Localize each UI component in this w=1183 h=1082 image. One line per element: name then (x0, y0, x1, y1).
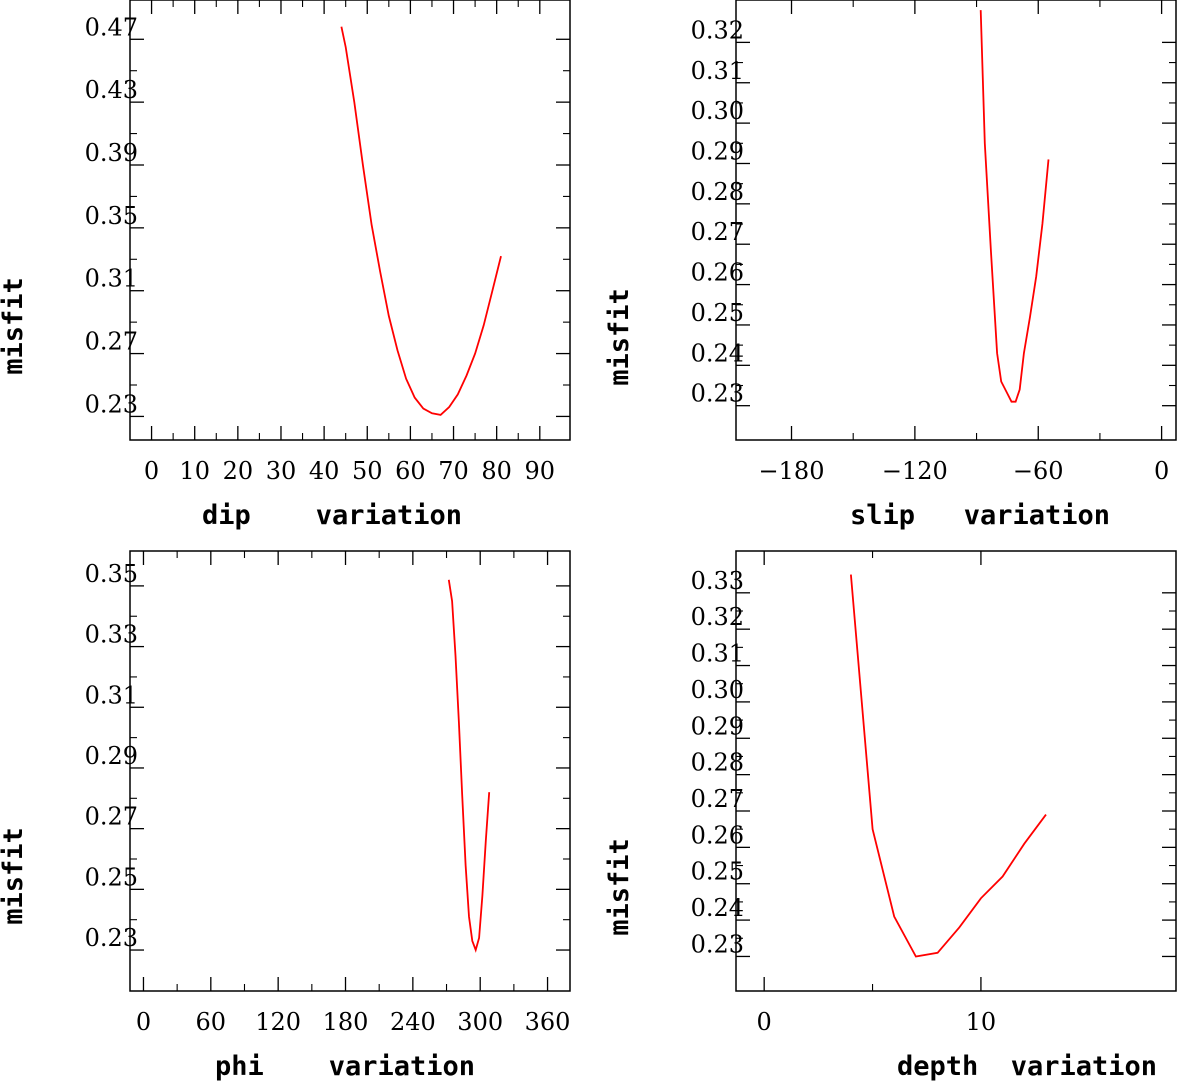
plot-frame (129, 550, 571, 992)
y-axis-title: misfit (0, 277, 29, 375)
plot-frame (735, 550, 1177, 992)
x-tick-label: 40 (309, 457, 340, 485)
y-tick-label: 0.33 (691, 567, 744, 595)
y-tick-label: 0.31 (85, 265, 138, 293)
y-tick-label: 0.32 (691, 16, 744, 44)
x-tick-label: 300 (457, 1008, 503, 1036)
x-tick-label: 180 (323, 1008, 369, 1036)
y-tick-label: 0.29 (691, 712, 744, 740)
y-tick-label: 0.27 (85, 803, 138, 831)
y-tick-label: 0.35 (85, 202, 138, 230)
x-axis-title: depth variation (897, 1051, 1157, 1082)
misfit-curve (979, 10, 1050, 403)
x-tick-label: 50 (352, 457, 383, 485)
dip-variation-panel: 0 10 20 30 40 50 60 70 80 90 0.23 0.27 0.31 0.35 0.39… (0, 0, 571, 531)
x-tick-label: 120 (255, 1008, 301, 1036)
x-tick-labels: 0 10 (757, 1008, 997, 1036)
y-tick-labels: 0.23 0.25 0.27 0.29 0.31 0.33 0.35 (85, 560, 138, 952)
plot-frame (735, 0, 1177, 441)
y-tick-label: 0.23 (85, 924, 138, 952)
x-axis-title: dip variation (202, 500, 462, 531)
y-tick-label: 0.29 (85, 742, 138, 770)
x-tick-labels: 0 60 120 180 240 300 360 (136, 1008, 571, 1036)
y-tick-label: 0.35 (85, 560, 138, 588)
y-axis-title: misfit (0, 827, 29, 925)
y-tick-label: 0.43 (85, 76, 138, 104)
x-tick-label: 0 (757, 1008, 772, 1036)
misfit-curve (447, 579, 491, 953)
axis-ticks (736, 0, 1176, 440)
x-tick-label: 0 (144, 457, 159, 485)
y-tick-label: 0.47 (85, 13, 138, 41)
x-axis-title: slip variation (850, 500, 1110, 531)
x-tick-label: 360 (525, 1008, 571, 1036)
y-tick-label: 0.23 (85, 390, 138, 418)
y-tick-label: 0.33 (85, 621, 138, 649)
y-tick-label: 0.26 (691, 821, 744, 849)
phi-variation-panel: 0 60 120 180 240 300 360 0.230.250.270.290.310… (0, 550, 571, 1082)
x-tick-label: −60 (1013, 457, 1064, 485)
x-tick-label: 90 (525, 457, 556, 485)
y-tick-label: 0.30 (691, 97, 744, 125)
y-tick-label: 0.30 (691, 676, 744, 704)
x-tick-label: 20 (223, 457, 254, 485)
x-tick-label: 10 (966, 1008, 997, 1036)
x-tick-label: 60 (395, 457, 426, 485)
y-tick-label: 0.25 (691, 858, 744, 886)
y-tick-labels: 0.23 0.24 0.25 0.26 0.27 0.28 0.29 0.30 0.31 0.32… (691, 567, 744, 959)
misfit-curve (850, 574, 1047, 958)
axis-ticks (130, 551, 570, 991)
y-tick-label: 0.31 (85, 681, 138, 709)
y-tick-label: 0.26 (691, 259, 744, 287)
axis-ticks (130, 0, 570, 440)
misfit-curve (340, 26, 502, 416)
x-tick-labels: 0 10 20 30 40 50 60 70 80 90 (144, 457, 555, 485)
y-tick-label: 0.23 (691, 380, 744, 408)
x-tick-label: 80 (481, 457, 512, 485)
x-tick-label: 70 (438, 457, 469, 485)
x-tick-label: 0 (136, 1008, 151, 1036)
y-tick-label: 0.25 (85, 863, 138, 891)
x-tick-label: −120 (882, 457, 948, 485)
x-axis-title: phi variation (215, 1051, 475, 1082)
y-axis-title: misfit (604, 288, 635, 386)
x-tick-label: 30 (266, 457, 297, 485)
y-tick-label: 0.39 (85, 139, 138, 167)
x-tick-label: −180 (759, 457, 825, 485)
plot-frame (129, 0, 571, 441)
y-tick-label: 0.27 (691, 785, 744, 813)
y-tick-label: 0.29 (691, 137, 744, 165)
y-tick-label: 0.28 (691, 749, 744, 777)
y-tick-label: 0.32 (691, 603, 744, 631)
y-tick-label: 0.23 (691, 930, 744, 958)
y-tick-label: 0.31 (691, 640, 744, 668)
y-tick-label: 0.24 (691, 894, 744, 922)
y-tick-labels: 0.23 0.24 0.25 0.26 0.27 0.28 0.29 0.30 0.31 0.32 (691, 16, 744, 407)
axis-ticks (736, 551, 1176, 991)
x-tick-labels: −180 −120 −60 0 (759, 457, 1170, 485)
x-tick-label: 0 (1154, 457, 1169, 485)
depth-variation-panel: 0 10 0.23 0.24 0.25 0.26 0.27 0.28 0.29 0.30 0.31… (604, 550, 1177, 1082)
y-axis-title: misfit (604, 838, 635, 936)
y-tick-label: 0.28 (691, 178, 744, 206)
x-tick-label: 10 (179, 457, 210, 485)
slip-variation-panel: −180 −120 −60 0 0.230.240.250.260.270.280.2… (604, 0, 1177, 531)
y-tick-label: 0.25 (691, 299, 744, 327)
y-tick-label: 0.24 (691, 339, 744, 367)
x-tick-label: 60 (196, 1008, 227, 1036)
x-tick-label: 240 (390, 1008, 436, 1036)
y-tick-labels: 0.23 0.27 0.31 0.35 0.39 0.43 0.47 (85, 13, 138, 418)
y-tick-label: 0.27 (691, 218, 744, 246)
y-tick-label: 0.31 (691, 57, 744, 85)
y-tick-label: 0.27 (85, 328, 138, 356)
